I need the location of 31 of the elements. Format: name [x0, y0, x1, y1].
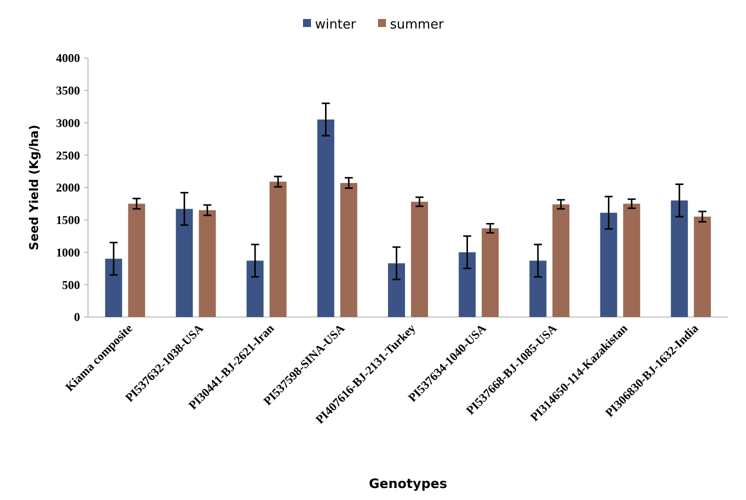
legend-label: winter: [315, 18, 357, 33]
bar: [482, 228, 499, 317]
y-tick-label: 2500: [56, 148, 80, 162]
y-tick-label: 0: [74, 310, 80, 324]
bar: [128, 204, 146, 317]
bar: [176, 208, 193, 317]
y-axis-title: Seed Yield (Kg/ha): [27, 124, 41, 250]
bar: [388, 263, 405, 317]
bar: [340, 182, 358, 317]
bar: [529, 260, 546, 317]
bar: [600, 212, 618, 317]
y-tick-label: 1000: [56, 245, 80, 260]
bar: [694, 216, 711, 317]
bar: [623, 204, 640, 317]
bar: [552, 204, 570, 317]
y-tick-label: 500: [62, 278, 80, 292]
bar: [270, 182, 287, 317]
bar: [105, 258, 122, 317]
y-tick-label: 2000: [56, 180, 80, 195]
bar: [317, 120, 334, 317]
bar: [670, 200, 688, 317]
bar: [411, 202, 428, 317]
x-axis-title: Genotypes: [368, 477, 448, 492]
y-tick-label: 3000: [56, 116, 80, 130]
bar: [198, 210, 216, 317]
y-tick-label: 1500: [56, 213, 80, 228]
legend-label: summer: [390, 18, 444, 33]
bar: [458, 252, 476, 317]
bar: [246, 260, 264, 317]
y-tick-label: 4000: [56, 51, 80, 66]
y-tick-label: 3500: [56, 84, 80, 98]
